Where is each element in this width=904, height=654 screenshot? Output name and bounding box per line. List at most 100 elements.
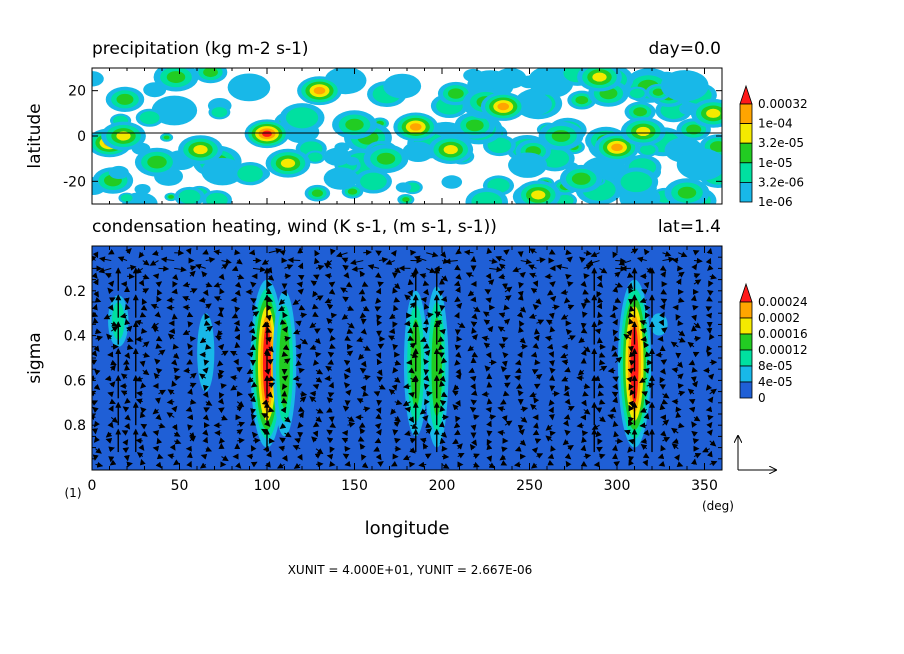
wind-vector <box>423 318 430 325</box>
wind-vector <box>347 421 356 428</box>
wind-vector <box>281 375 289 382</box>
y-unit-label: (1) <box>65 486 82 500</box>
wind-vector <box>612 376 619 383</box>
wind-vector <box>202 289 209 297</box>
wind-vector <box>595 407 603 413</box>
wind-vector <box>216 329 224 337</box>
wind-vector <box>628 318 635 325</box>
wind-vector <box>124 423 131 430</box>
wind-vector <box>205 400 213 406</box>
heating-title: condensation heating, wind (K s-1, (m s-… <box>92 217 497 237</box>
wind-vector <box>470 321 478 328</box>
wind-vector <box>299 396 307 403</box>
wind-vector <box>328 288 336 295</box>
wind-vector <box>483 319 491 326</box>
wind-vector <box>93 345 100 352</box>
wind-vector <box>315 408 324 414</box>
precip-contour <box>531 190 546 200</box>
wind-vector <box>612 304 619 312</box>
lat-label: lat=1.4 <box>658 217 721 237</box>
wind-vector <box>463 249 474 256</box>
wind-vector <box>626 329 633 337</box>
colorbar-label: 0 <box>758 391 766 405</box>
wind-vector <box>529 272 537 279</box>
wind-vector <box>640 336 647 342</box>
precip-contour <box>147 155 167 169</box>
wind-vector <box>250 381 258 388</box>
wind-vector <box>440 251 447 258</box>
wind-vector <box>374 423 382 430</box>
wind-vector <box>675 411 682 418</box>
wind-vector <box>628 383 635 391</box>
wind-vector <box>309 322 317 329</box>
wind-vector <box>295 360 302 367</box>
wind-vector <box>124 352 131 359</box>
wind-vector <box>425 428 432 435</box>
wind-vector <box>221 263 229 270</box>
wind-vector <box>374 272 382 279</box>
wind-vector <box>326 437 334 444</box>
wind-vector <box>628 459 634 466</box>
wind-vector <box>252 437 261 444</box>
wind-vector <box>596 302 603 310</box>
wind-vector <box>468 367 476 373</box>
wind-vector <box>498 312 506 319</box>
wind-vector <box>360 328 367 335</box>
wind-vector <box>419 408 427 415</box>
wind-vector <box>707 414 714 421</box>
wind-vector <box>329 343 336 349</box>
wind-vector <box>500 460 508 466</box>
wind-vector <box>230 384 238 391</box>
wind-vector <box>563 297 571 304</box>
wind-vector <box>672 438 679 444</box>
colorbar-label: 4e-05 <box>758 375 793 389</box>
wind-vector <box>361 454 367 461</box>
colorbar-cap <box>739 282 753 303</box>
wind-vector <box>298 411 304 419</box>
wind-vector <box>693 273 701 279</box>
wind-vector <box>138 279 145 287</box>
wind-vector <box>135 398 143 405</box>
wind-vector <box>413 255 427 262</box>
precip-contour <box>677 186 697 199</box>
wind-vector <box>136 390 143 397</box>
wind-vector <box>166 296 175 303</box>
wind-vector <box>155 461 162 469</box>
wind-vector <box>344 335 351 341</box>
wind-vector <box>453 422 461 429</box>
wind-vector <box>123 454 130 462</box>
wind-vector <box>581 436 588 444</box>
wind-vector <box>107 391 114 398</box>
wind-vector <box>615 282 624 288</box>
wind-vector <box>312 290 319 298</box>
precip-contour <box>116 93 134 105</box>
wind-vector <box>297 262 304 270</box>
wind-vector <box>92 311 99 318</box>
wind-vector <box>92 251 99 259</box>
wind-vector <box>187 349 193 357</box>
wind-vector <box>706 345 713 352</box>
wind-vector <box>517 294 524 301</box>
wind-vector <box>483 342 491 349</box>
wind-vector <box>109 381 116 388</box>
wind-vector <box>267 358 274 365</box>
wind-vector <box>643 367 650 374</box>
wind-vector <box>394 267 401 274</box>
wind-vector <box>583 297 591 304</box>
wind-vector <box>155 335 163 342</box>
wind-vector <box>426 267 436 274</box>
wind-vector <box>167 389 175 396</box>
wind-vector <box>454 264 461 271</box>
precip-contour <box>201 157 244 186</box>
x-tick-label: 100 <box>254 478 281 494</box>
wind-vector <box>545 319 553 326</box>
wind-vector <box>182 329 191 335</box>
colorbar-segment <box>739 301 753 319</box>
wind-vector <box>342 405 350 412</box>
wind-vector <box>454 312 460 319</box>
wind-vector <box>359 312 367 319</box>
wind-vector <box>246 453 254 460</box>
wind-vector <box>195 263 206 270</box>
wind-vector <box>297 275 305 281</box>
wind-vector <box>500 365 508 373</box>
